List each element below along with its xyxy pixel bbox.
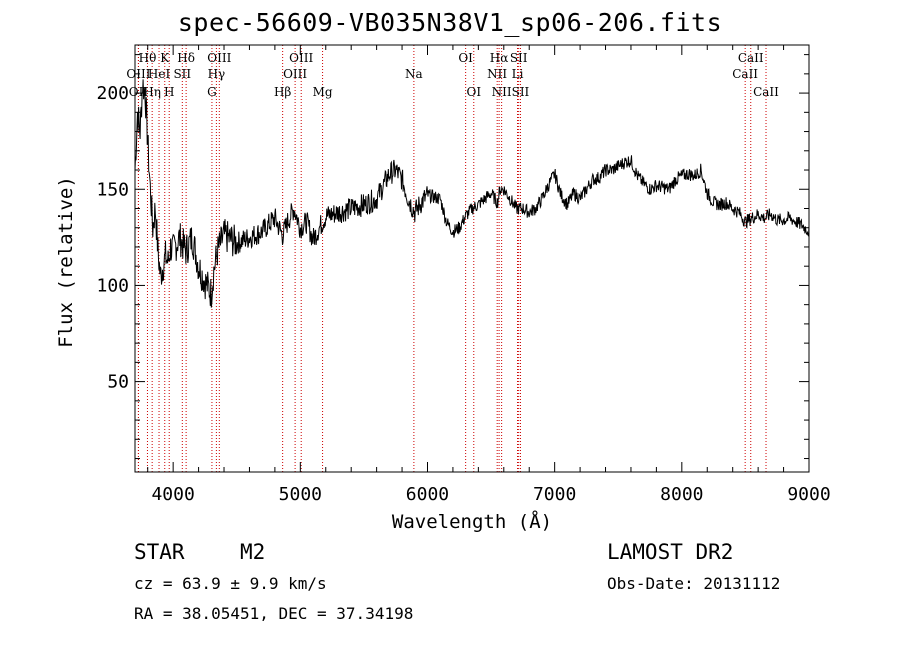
plot-frame bbox=[134, 44, 810, 473]
coordinates: RA = 38.05451, DEC = 37.34198 bbox=[134, 604, 414, 623]
line-marker-label: OI bbox=[458, 51, 473, 65]
y-tick-label: 200 bbox=[96, 83, 129, 104]
line-marker-label: Na bbox=[405, 67, 423, 81]
x-axis: 4000 5000 6000 7000 8000 9000 bbox=[147, 45, 831, 505]
x-tick-label: 6000 bbox=[406, 484, 449, 505]
spectrum-line bbox=[134, 79, 810, 308]
y-tick-label: 50 bbox=[107, 372, 129, 393]
line-marker-label: SII bbox=[510, 51, 528, 65]
line-marker-label: Mg bbox=[313, 85, 333, 99]
line-marker-label: OIII bbox=[289, 51, 313, 65]
line-marker-label: OI bbox=[466, 85, 481, 99]
line-marker-label: Hβ bbox=[274, 85, 291, 99]
line-marker-label: Hη bbox=[143, 85, 161, 99]
line-marker-label: OIII bbox=[283, 67, 307, 81]
line-marker-label: H bbox=[164, 85, 174, 99]
line-marker-label: Hα bbox=[490, 51, 509, 65]
line-marker-label: SII bbox=[173, 67, 191, 81]
line-marker-label: HeI bbox=[148, 67, 171, 81]
object-subclass: M2 bbox=[240, 540, 266, 564]
x-tick-label: 9000 bbox=[787, 484, 830, 505]
line-marker-label: CaII bbox=[732, 67, 758, 81]
y-axis: 50 100 150 200 bbox=[96, 54, 809, 460]
line-marker-label: CaII bbox=[738, 51, 764, 65]
y-tick-label: 150 bbox=[96, 179, 129, 200]
line-marker-label: SII bbox=[512, 85, 530, 99]
line-marker-label: CaII bbox=[753, 85, 779, 99]
line-marker-label: NII bbox=[492, 85, 512, 99]
x-tick-label: 4000 bbox=[151, 484, 194, 505]
line-marker-label: NII bbox=[487, 67, 507, 81]
object-class: STAR bbox=[134, 540, 185, 564]
line-marker-label: Hγ bbox=[208, 67, 226, 81]
chart-title: spec-56609-VB035N38V1_sp06-206.fits bbox=[177, 8, 723, 37]
x-axis-label: Wavelength (Å) bbox=[392, 510, 552, 533]
line-marker-label: Li bbox=[512, 67, 524, 81]
line-marker-label: K bbox=[160, 51, 170, 65]
line-marker-group bbox=[137, 45, 767, 472]
line-marker-label: G bbox=[207, 85, 217, 99]
x-tick-label: 8000 bbox=[660, 484, 703, 505]
line-marker-label: Hδ bbox=[177, 51, 195, 65]
survey-name: LAMOST DR2 bbox=[607, 540, 734, 564]
obs-date: Obs-Date: 20131112 bbox=[607, 574, 781, 593]
line-marker-label: Hθ bbox=[139, 51, 157, 65]
line-marker-label: OIII bbox=[207, 51, 231, 65]
x-tick-label: 5000 bbox=[279, 484, 322, 505]
x-tick-label: 7000 bbox=[533, 484, 576, 505]
y-tick-label: 100 bbox=[96, 275, 129, 296]
redshift-info: cz = 63.9 ± 9.9 km/s bbox=[134, 574, 327, 593]
y-axis-label: Flux (relative) bbox=[55, 176, 77, 348]
